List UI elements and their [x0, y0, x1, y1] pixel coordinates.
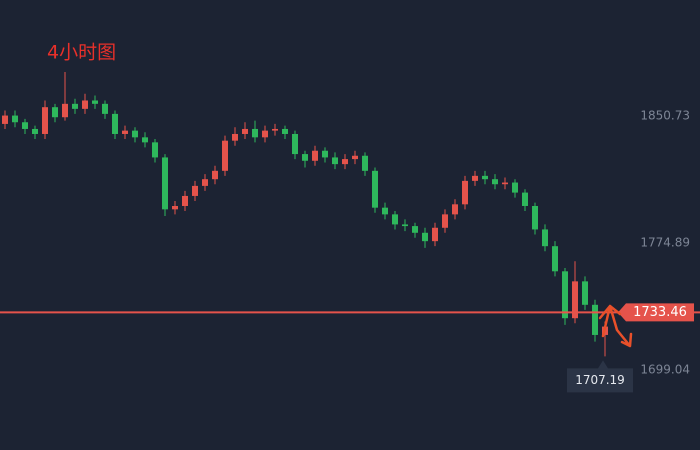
candle-body	[152, 142, 158, 158]
candle-body	[542, 229, 548, 247]
candle-body	[122, 130, 128, 134]
candle-body	[302, 154, 308, 161]
candle-body	[262, 130, 268, 138]
candle-body	[362, 155, 368, 171]
y-tick-label: 1850.73	[640, 109, 690, 123]
candle-body	[382, 207, 388, 215]
candle-body	[82, 100, 88, 109]
candle-body	[292, 133, 298, 155]
candle-body	[532, 205, 538, 230]
candle-body	[582, 281, 588, 305]
candle-body	[392, 214, 398, 225]
candle-body	[142, 137, 148, 143]
candle-body	[162, 157, 168, 210]
candle-body	[182, 195, 188, 206]
candle-body	[342, 159, 348, 165]
candle-body	[502, 182, 508, 185]
candle-body	[12, 115, 18, 123]
candle-body	[132, 130, 138, 138]
candle-body	[32, 128, 38, 134]
y-tick-label: 1774.89	[640, 236, 690, 250]
candle-body	[42, 107, 48, 134]
candle-body	[422, 232, 428, 242]
y-tick-label: 1699.04	[640, 363, 690, 377]
price-tag	[618, 303, 694, 322]
candle-body	[112, 113, 118, 134]
candle-body	[462, 180, 468, 205]
candle-body	[252, 128, 258, 138]
candle-body	[22, 122, 28, 129]
candle-body	[372, 170, 378, 208]
candle-body	[322, 150, 328, 158]
candle-body	[202, 179, 208, 186]
candle-body	[352, 155, 358, 160]
candle-body	[172, 205, 178, 210]
candle-body	[442, 214, 448, 228]
candle-body	[472, 175, 478, 181]
candle-body	[512, 182, 518, 193]
price-label: 1733.46	[633, 305, 687, 320]
candle-body	[552, 246, 558, 272]
candle-body	[242, 128, 248, 134]
candle-body	[562, 271, 568, 319]
candle-body	[312, 150, 318, 161]
candle-body	[452, 204, 458, 215]
candle-body	[232, 133, 238, 141]
candle-body	[192, 185, 198, 196]
low-label: 1707.19	[575, 373, 625, 387]
candle-body	[432, 227, 438, 242]
chart-title: 4小时图	[47, 42, 116, 64]
candle-body	[492, 179, 498, 185]
candle-body	[62, 103, 68, 118]
candle-body	[92, 100, 98, 104]
candle-body	[282, 128, 288, 134]
candle-body	[2, 115, 8, 124]
low-tag	[567, 360, 633, 393]
candle-body	[482, 175, 488, 180]
candle-body	[592, 304, 598, 335]
candle-body	[402, 224, 408, 227]
candle-body	[212, 170, 218, 180]
candle-body	[572, 281, 578, 319]
candle-body	[332, 157, 338, 165]
candle-body	[272, 128, 278, 131]
annotation-arrow	[598, 304, 633, 348]
candle-body	[412, 226, 418, 233]
candle-body	[102, 103, 108, 114]
candle-body	[222, 140, 228, 171]
candle-body	[522, 192, 528, 206]
candle-body	[52, 107, 58, 118]
candle-body	[72, 103, 78, 109]
